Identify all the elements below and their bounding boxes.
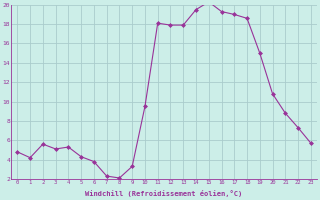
- X-axis label: Windchill (Refroidissement éolien,°C): Windchill (Refroidissement éolien,°C): [85, 190, 243, 197]
